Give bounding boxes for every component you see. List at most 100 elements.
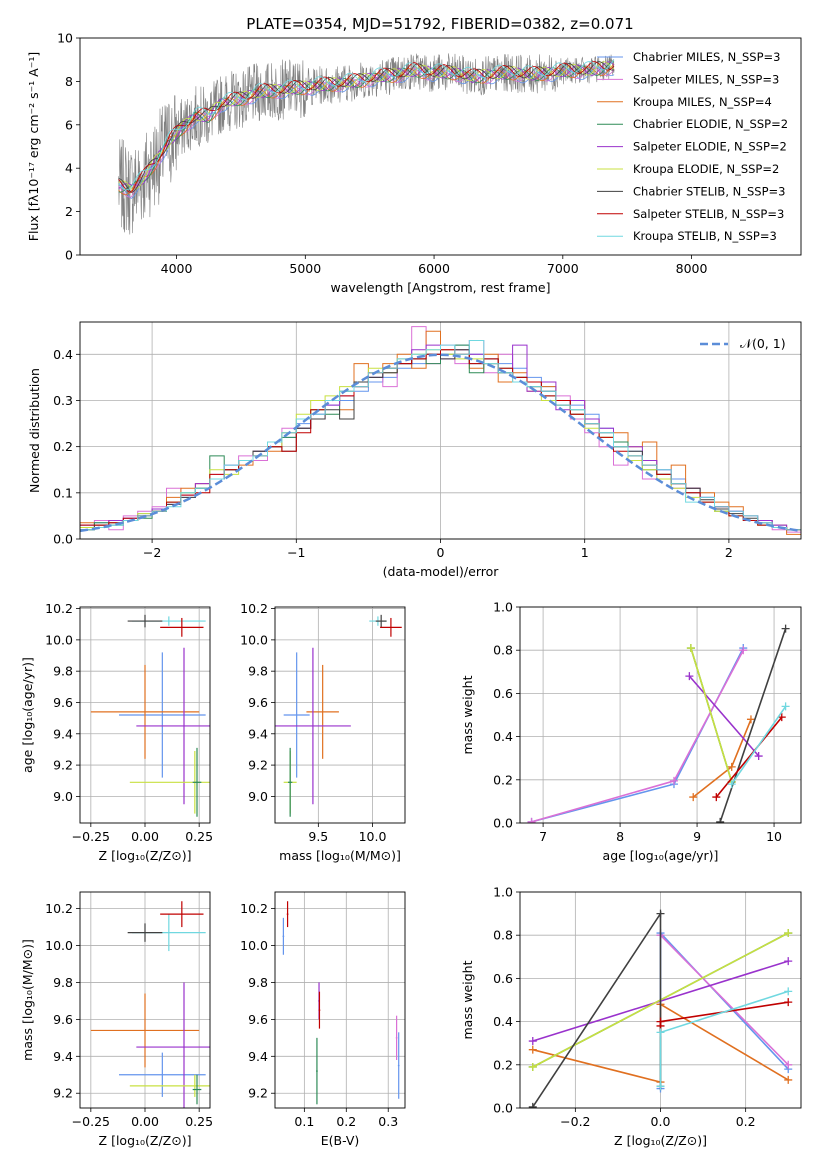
weight_vs_Z-point-marker	[528, 1037, 537, 1046]
age_vs_mass-ytick-label: 10.0	[240, 632, 268, 647]
weight_vs_age-ytick-label: 0.4	[493, 729, 513, 744]
residuals-legend-label: 𝒩(0, 1)	[740, 336, 786, 351]
mass_vs_Z-ytick-label: 10.2	[45, 901, 73, 916]
mass_vs_Z-ytick-label: 9.8	[53, 975, 73, 990]
residuals-plot-area	[80, 326, 801, 535]
residuals-xtick-label: 0	[437, 545, 445, 560]
mass_vs_ebv-xtick-label: 0.2	[336, 1114, 356, 1129]
weight_vs_age-point-marker	[727, 780, 736, 789]
mass_vs_ebv-ytick-label: 9.6	[248, 1012, 268, 1027]
residuals-frame	[79, 321, 802, 540]
weight_vs_age-plot-area	[527, 624, 790, 823]
weight_vs_age-point-marker	[781, 624, 790, 633]
weight_vs_age-xlabel: age [log₁₀(age/yr)]	[603, 848, 719, 863]
age_vs_Z-xtick-label: −0.25	[72, 829, 110, 844]
weight_vs_age-xtick-label: 10	[766, 829, 782, 844]
weight_vs_age-point-marker	[669, 776, 678, 785]
weight_vs_age-point-marker	[716, 817, 725, 823]
spectrum-ytick-label: 10	[57, 31, 73, 46]
spectrum-legend-label: Kroupa STELIB, N_SSP=3	[633, 229, 777, 243]
mass_vs_Z-ylabel: mass [log₁₀(M/M⊙)]	[20, 939, 35, 1061]
age_vs_Z-ylabel: age [log₁₀(age/yr)]	[20, 657, 35, 773]
weight_vs_Z-xtick-label: 0.0	[651, 1114, 671, 1129]
spectrum-xlabel: wavelength [Angstrom, rest frame]	[330, 280, 550, 295]
age_vs_Z-ytick-label: 9.4	[53, 726, 73, 741]
spectrum-ylabel: Flux [fλ10⁻¹⁷ erg cm⁻² s⁻¹ A⁻¹]	[26, 52, 41, 241]
age_vs_Z-ytick-label: 9.8	[53, 664, 73, 679]
weight_vs_age-point-marker	[685, 672, 694, 681]
weight_vs_age-point-marker	[739, 646, 748, 655]
mass_vs_ebv-ytick-label: 10.2	[240, 901, 268, 916]
age_vs_Z-ytick-label: 10.2	[45, 601, 73, 616]
weight_vs_Z-ytick-label: 0.4	[493, 1014, 513, 1029]
weight_vs_Z-point-marker	[784, 957, 793, 966]
age_vs_Z-xtick-label: 0.00	[131, 829, 159, 844]
spectrum-xtick-label: 7000	[547, 261, 579, 276]
spectrum-model-line	[118, 66, 615, 199]
mass_vs_Z-ytick-label: 9.2	[53, 1086, 73, 1101]
weight_vs_Z-xtick-label: 0.2	[736, 1114, 756, 1129]
weight_vs_Z-point-marker	[528, 1045, 537, 1054]
spectrum-plot-area	[118, 53, 615, 235]
weight_vs_Z-point-marker	[656, 909, 665, 918]
residuals-ylabel: Normed distribution	[27, 368, 42, 493]
spectrum-ytick-label: 0	[65, 248, 73, 263]
residuals-xtick-label: −2	[143, 545, 161, 560]
weight_vs_Z-ytick-label: 0.6	[493, 971, 513, 986]
age_vs_mass-ytick-label: 9.2	[248, 758, 268, 773]
spectrum-legend-label: Chabrier MILES, N_SSP=3	[633, 50, 780, 64]
age_vs_mass-xtick-label: 9.5	[308, 829, 328, 844]
spectrum-xtick-label: 5000	[289, 261, 321, 276]
residuals-ytick-label: 0.2	[53, 439, 73, 454]
spectrum-model-line	[118, 61, 615, 189]
age_vs_mass-ytick-label: 10.2	[240, 601, 268, 616]
weight_vs_Z-ylabel: mass weight	[460, 960, 475, 1039]
weight_vs_Z-xtick-label: −0.2	[560, 1114, 590, 1129]
weight_vs_Z-point-marker	[528, 1062, 537, 1071]
weight_vs_Z-ytick-label: 0.2	[493, 1057, 513, 1072]
age_vs_mass-ytick-label: 9.8	[248, 664, 268, 679]
weight_vs_age-xtick-label: 8	[616, 829, 624, 844]
mass_vs_ebv-xtick-label: 0.3	[378, 1114, 398, 1129]
age_vs_Z-ytick-label: 10.0	[45, 632, 73, 647]
residuals-ytick-label: 0.0	[53, 532, 73, 547]
mass_vs_Z-xtick-label: 0.25	[185, 1114, 213, 1129]
spectrum-title: PLATE=0354, MJD=51792, FIBERID=0382, z=0…	[246, 15, 633, 33]
weight_vs_Z-point-marker	[784, 998, 793, 1007]
mass_vs_Z-ytick-label: 9.4	[53, 1049, 73, 1064]
weight_vs_age-ytick-label: 0.6	[493, 686, 513, 701]
mass_vs_Z-xtick-label: −0.25	[72, 1114, 110, 1129]
weight_vs_age-point-marker	[712, 793, 721, 802]
weight_vs_Z-point-marker	[656, 1017, 665, 1026]
weight_vs_Z-point-marker	[528, 1102, 537, 1108]
age_vs_mass-frame	[274, 606, 406, 824]
mass_vs_ebv-ytick-label: 10.0	[240, 938, 268, 953]
age_vs_mass-xlabel: mass [log₁₀(M/M⊙)]	[279, 848, 401, 863]
weight_vs_Z-plot-area	[528, 909, 793, 1108]
spectrum-ytick-label: 8	[65, 74, 73, 89]
weight_vs_age-series-line	[731, 705, 787, 785]
weight_vs_Z-ytick-label: 1.0	[493, 885, 513, 900]
age_vs_Z-ytick-label: 9.0	[53, 789, 73, 804]
mass_vs_ebv-plot-area	[282, 901, 400, 1105]
spectrum-xtick-label: 4000	[161, 261, 193, 276]
weight_vs_age-xtick-label: 9	[693, 829, 701, 844]
weight_vs_age-ytick-label: 0.8	[493, 643, 513, 658]
weight_vs_age-ylabel: mass weight	[460, 675, 475, 754]
age_vs_mass-plot-area	[275, 614, 402, 817]
residuals-ytick-label: 0.1	[53, 485, 73, 500]
spectrum-legend-label: Kroupa ELODIE, N_SSP=2	[633, 162, 779, 176]
weight_vs_Z-point-marker	[656, 1028, 665, 1037]
residuals-xtick-label: −1	[287, 545, 305, 560]
age_vs_mass-ytick-label: 9.4	[248, 726, 268, 741]
spectrum-legend-label: Salpeter ELODIE, N_SSP=2	[633, 140, 787, 154]
residuals-ytick-label: 0.4	[53, 347, 73, 362]
weight_vs_Z-ytick-label: 0.0	[493, 1101, 513, 1116]
mass_vs_Z-frame	[79, 891, 211, 1109]
age_vs_Z-ytick-label: 9.2	[53, 758, 73, 773]
weight_vs_Z-point-marker	[784, 1060, 793, 1069]
mass_vs_ebv-xtick-label: 0.1	[294, 1114, 314, 1129]
spectrum-model-line	[118, 61, 615, 190]
age_vs_Z-plot-area	[90, 614, 210, 817]
